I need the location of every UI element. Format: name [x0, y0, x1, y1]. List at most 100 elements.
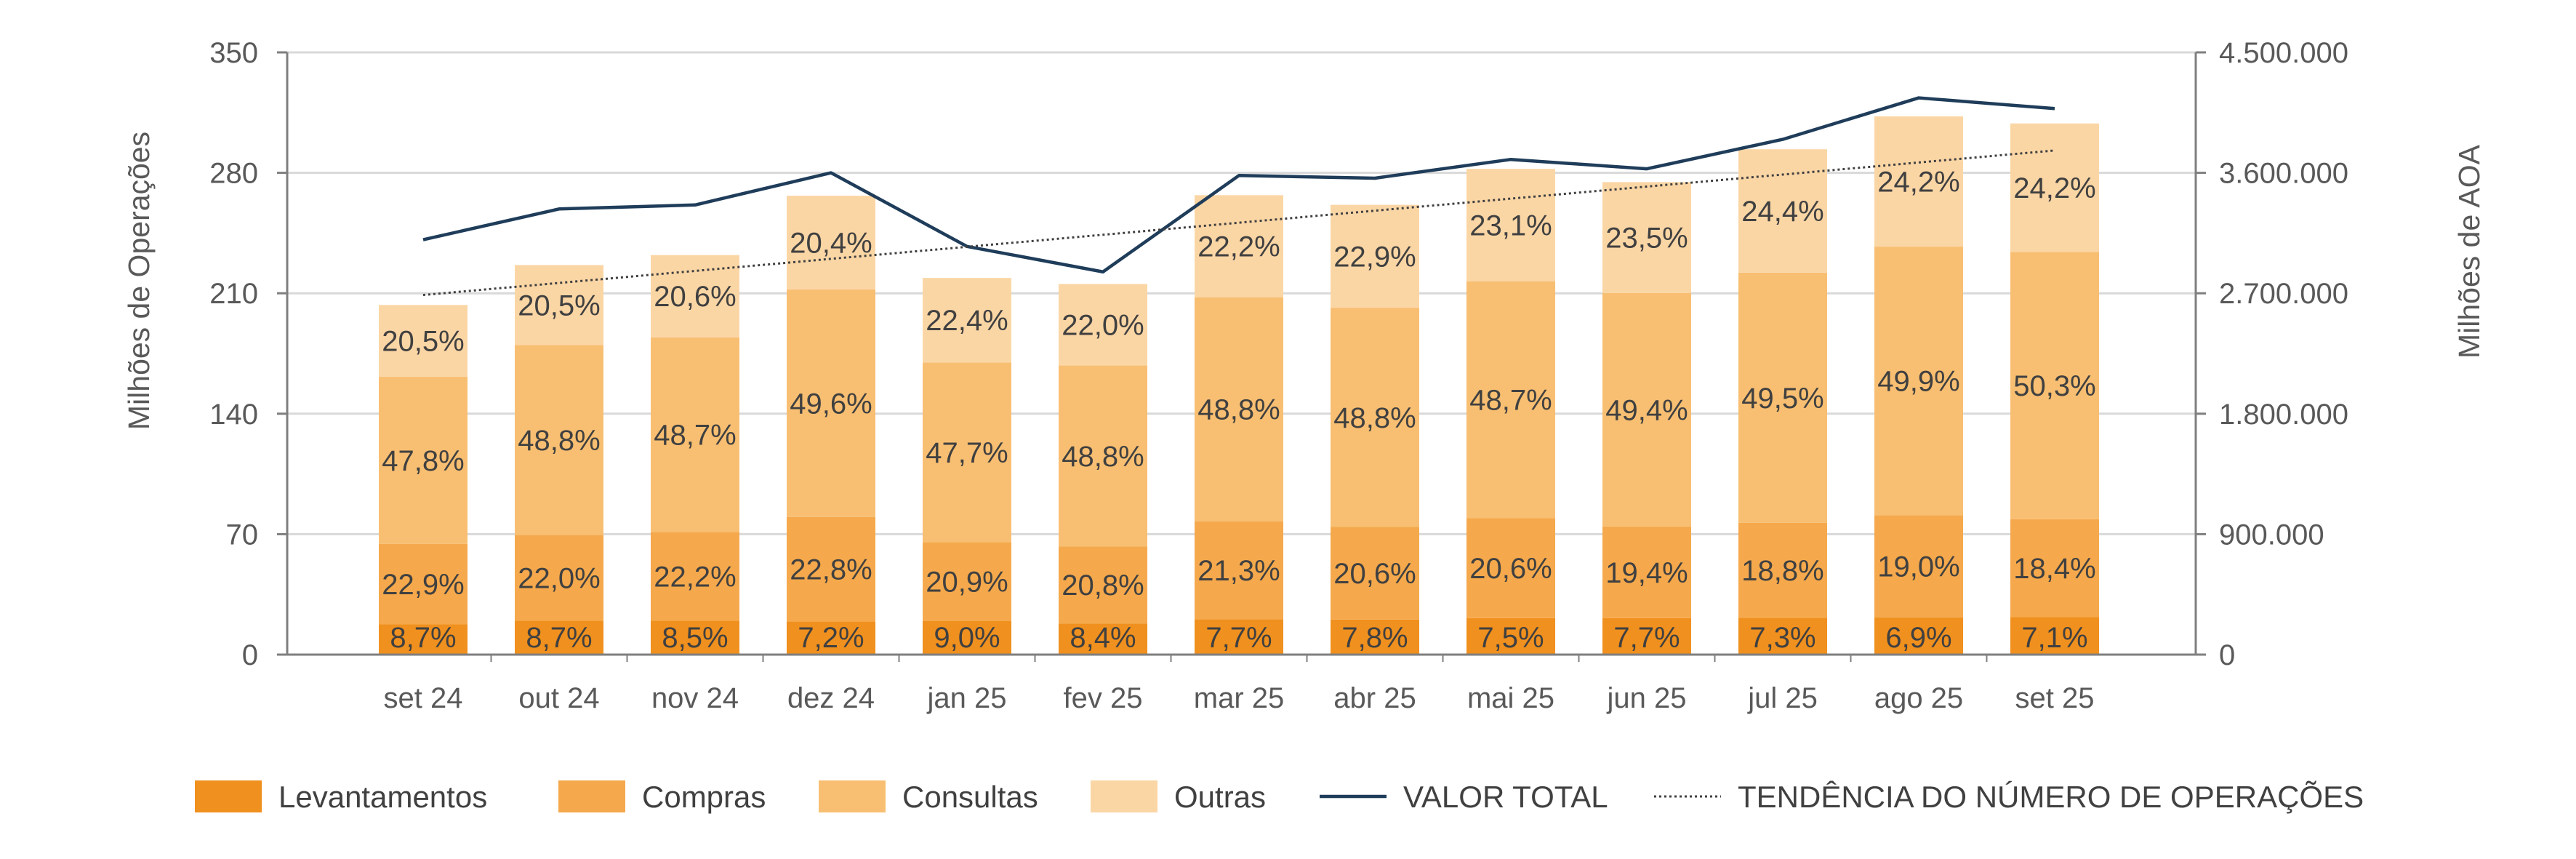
data-label: 7,7% [1613, 622, 1680, 654]
bar-segment-levantamentos [923, 620, 1011, 655]
x-axis-tick-label: mar 25 [1194, 682, 1285, 714]
data-label: 22,2% [654, 561, 736, 593]
data-label: 48,7% [654, 420, 736, 452]
legend-label: Compras [642, 780, 766, 814]
data-label: 48,8% [1197, 394, 1280, 426]
bars [379, 116, 2099, 655]
bar-segment-compras [2010, 519, 2099, 618]
x-axis-tick-label: jun 25 [1607, 682, 1687, 714]
y2-axis-tick-label: 900.000 [2219, 519, 2324, 551]
y-axis-tick-label: 70 [226, 519, 259, 551]
bar-segment-outras [651, 255, 739, 337]
bar-segment-compras [1195, 521, 1283, 620]
bar-segment-outras [1331, 204, 1419, 308]
bar-segment-levantamentos [2010, 617, 2099, 655]
data-label: 24,2% [2013, 172, 2095, 204]
bar-segment-consultas [787, 289, 875, 517]
bar-segment-consultas [1059, 365, 1147, 547]
data-label: 9,0% [934, 622, 1000, 654]
data-label: 6,9% [1885, 622, 1951, 654]
data-label: 22,9% [382, 569, 464, 601]
bar-segment-levantamentos [1874, 617, 1963, 655]
data-label: 22,2% [1197, 231, 1280, 263]
bar-segment-outras [923, 278, 1011, 363]
data-label: 20,6% [1469, 553, 1552, 585]
bar-segment-consultas [2010, 252, 2099, 519]
data-label: 22,4% [926, 305, 1008, 337]
bar-segment-compras [923, 542, 1011, 621]
lines [422, 96, 2055, 297]
bar-segment-compras [651, 532, 739, 621]
bar-segment-compras [1331, 527, 1419, 620]
data-label: 20,4% [790, 227, 872, 259]
y-axis-tick-label: 210 [209, 278, 258, 310]
x-axis-tick-label: nov 24 [651, 682, 739, 714]
bar-segment-outras [787, 196, 875, 289]
data-label: 20,9% [926, 566, 1008, 598]
data-label: 7,2% [798, 622, 864, 654]
data-label: 49,9% [1877, 366, 1959, 398]
bar-segment-outras [515, 265, 603, 345]
bar-segment-levantamentos [651, 620, 739, 655]
data-label: 24,2% [1877, 167, 1959, 199]
bar-segment-levantamentos [1059, 623, 1147, 655]
data-label: 19,4% [1605, 557, 1688, 589]
data-label: 23,1% [1469, 209, 1552, 241]
data-labels: 8,7% 22,9% 47,8% 20,5% 8,7% 22,0% 48,8% 20,5% 8,… [382, 167, 2095, 654]
axes: 0 70 140 210 280 350 0 900.000 1.800.000 2.700.00… [122, 37, 2486, 714]
data-label: 48,8% [518, 425, 600, 457]
x-axis-tick-label: set 25 [2015, 682, 2095, 714]
legend-swatch [558, 780, 625, 812]
bar-segment-levantamentos [1738, 618, 1827, 655]
x-axis-tick-label: out 24 [518, 682, 599, 714]
data-label: 21,3% [1197, 555, 1280, 587]
data-label: 22,0% [518, 562, 600, 594]
x-axis-tick-label: abr 25 [1333, 682, 1416, 714]
bar-segment-consultas [515, 345, 603, 535]
bar-segment-consultas [379, 376, 468, 544]
x-axis-tick-label: mai 25 [1467, 682, 1554, 714]
data-label: 47,8% [382, 445, 464, 477]
bar-segment-outras [1738, 149, 1827, 273]
legend-swatch [1091, 780, 1157, 812]
data-label: 22,8% [790, 554, 872, 586]
data-label: 20,5% [382, 326, 464, 358]
y-axis-title: Milhões de Operações [122, 132, 156, 430]
data-label: 8,5% [662, 622, 728, 654]
data-label: 7,8% [1341, 622, 1408, 654]
bar-segment-consultas [1738, 272, 1827, 523]
bar-segment-consultas [1874, 247, 1963, 516]
bar-segment-levantamentos [1331, 619, 1419, 655]
bar-segment-compras [1738, 522, 1827, 618]
bar-segment-outras [379, 305, 468, 377]
bar-segment-levantamentos [1602, 618, 1691, 655]
data-label: 48,7% [1469, 384, 1552, 416]
y2-axis-tick-label: 4.500.000 [2219, 37, 2348, 69]
bar-segment-compras [1874, 515, 1963, 618]
x-axis-tick-label: ago 25 [1874, 682, 1963, 714]
bar-segment-compras [1059, 546, 1147, 624]
bar-segment-compras [515, 535, 603, 621]
bar-segment-consultas [1331, 308, 1419, 527]
data-label: 48,8% [1062, 441, 1144, 473]
bar-segment-levantamentos [1466, 618, 1555, 655]
y2-axis-tick-label: 0 [2219, 639, 2235, 671]
bar-segment-outras [2010, 123, 2099, 252]
data-label: 23,5% [1605, 223, 1688, 255]
bar-segment-consultas [1602, 292, 1691, 527]
data-label: 47,7% [926, 437, 1008, 469]
legend-label: Levantamentos [278, 780, 487, 814]
data-label: 18,4% [2013, 553, 2095, 585]
data-label: 8,7% [390, 622, 456, 654]
bar-segment-levantamentos [515, 620, 603, 655]
trend-line [422, 149, 2055, 297]
data-label: 20,6% [1333, 558, 1416, 590]
bar-segment-compras [787, 516, 875, 622]
bar-segment-consultas [1466, 281, 1555, 519]
bar-segment-outras [1874, 116, 1963, 247]
bar-segment-levantamentos [787, 621, 875, 655]
y-axis-tick-label: 280 [209, 158, 258, 190]
data-label: 20,5% [518, 289, 600, 321]
